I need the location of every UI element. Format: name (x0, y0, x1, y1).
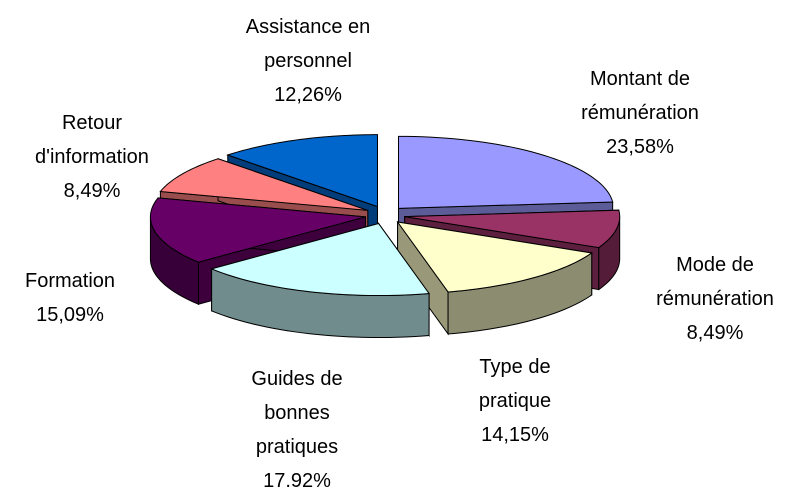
slice-label: Guides de bonnes pratiques 17.92% (242, 362, 352, 491)
slice (210, 222, 430, 297)
value-label: 8,49% (686, 322, 744, 344)
value-label: 17.92% (263, 470, 331, 491)
category-name: Assistance en personnel (245, 16, 371, 72)
category-name: Guides de bonnes pratiques (251, 368, 343, 458)
slice (149, 197, 366, 263)
slice (404, 209, 621, 249)
value-label: 14,15% (481, 424, 549, 446)
value-label: 23,58% (606, 136, 674, 158)
slice (396, 221, 594, 293)
category-name: Retour d'information (35, 112, 149, 168)
category-name: Montant de rémunération (581, 68, 699, 124)
value-label: 12,26% (274, 84, 342, 106)
slice-label: Type de pratique 14,15% (460, 350, 570, 452)
slice-label: Formation 15,09% (5, 264, 135, 332)
category-name: Type de pratique (478, 356, 552, 412)
slice-label: Montant de rémunération 23,58% (550, 62, 730, 164)
slice (226, 134, 378, 208)
value-label: 8,49% (63, 180, 121, 202)
slice-label: Assistance en personnel 12,26% (218, 10, 398, 112)
slice (159, 158, 368, 211)
value-label: 15,09% (36, 304, 104, 326)
slice (398, 135, 614, 209)
slice-label: Retour d'information 8,49% (17, 106, 167, 208)
slice-label: Mode de rémunération 8,49% (640, 248, 790, 350)
category-name: Mode de rémunération (656, 254, 774, 310)
category-name: Formation (24, 270, 116, 292)
